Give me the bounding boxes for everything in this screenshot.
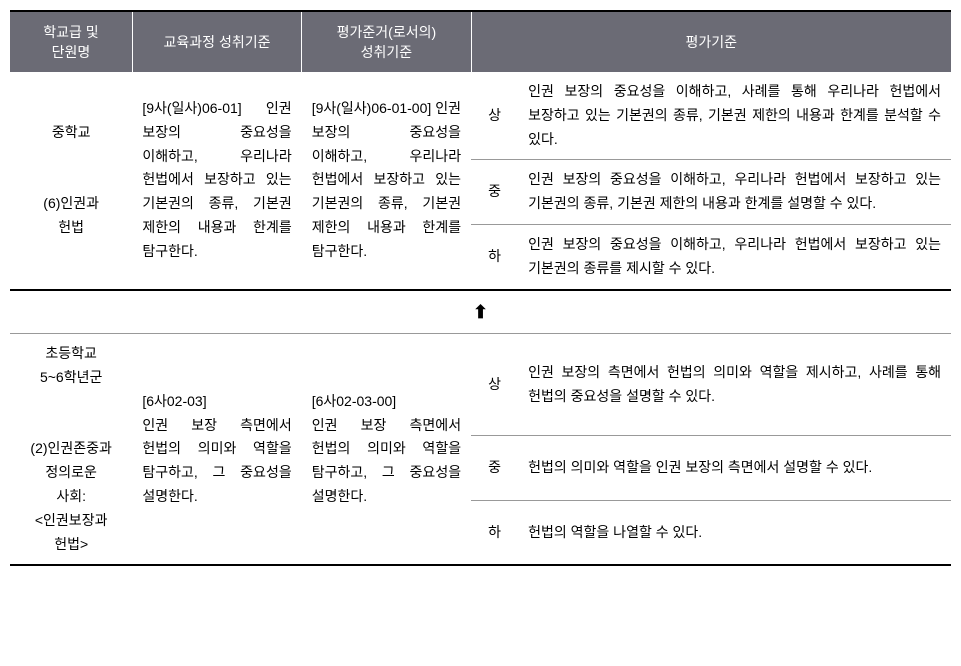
section2-level-high: 상	[471, 334, 518, 436]
section2-row-high: 초등학교5~6학년군(2)인권존중과정의로운사회:<인권보장과헌법> [6사02…	[10, 334, 951, 436]
section1-row-high: 중학교(6)인권과헌법 [9사(일사)06-01] 인권 보장의 중요성을 이해…	[10, 72, 951, 160]
section1-curriculum: [9사(일사)06-01] 인권 보장의 중요성을 이해하고, 우리나라 헌법에…	[132, 72, 301, 290]
section1-criteria-mid: 인권 보장의 중요성을 이해하고, 우리나라 헌법에서 보장하고 있는 기본권의…	[518, 160, 951, 225]
arrow-icon: ⬆	[10, 290, 951, 334]
section1-criteria-high: 인권 보장의 중요성을 이해하고, 사례를 통해 우리나라 헌법에서 보장하고 …	[518, 72, 951, 160]
header-assessment: 평가준거(로서의)성취기준	[302, 11, 471, 72]
header-evaluation: 평가기준	[471, 11, 951, 72]
section2-criteria-low: 헌법의 역할을 나열할 수 있다.	[518, 500, 951, 565]
section2-school: 초등학교5~6학년군(2)인권존중과정의로운사회:<인권보장과헌법>	[10, 334, 132, 566]
section1-level-low: 하	[471, 224, 518, 289]
section2-curriculum: [6사02-03]인권 보장 측면에서 헌법의 의미와 역할을 탐구하고, 그 …	[132, 334, 301, 566]
header-curriculum: 교육과정 성취기준	[132, 11, 301, 72]
section2-criteria-mid: 헌법의 의미와 역할을 인권 보장의 측면에서 설명할 수 있다.	[518, 436, 951, 500]
header-school: 학교급 및단원명	[10, 11, 132, 72]
section1-level-high: 상	[471, 72, 518, 160]
section2-level-mid: 중	[471, 436, 518, 500]
standards-table: 학교급 및단원명 교육과정 성취기준 평가준거(로서의)성취기준 평가기준 중학…	[10, 10, 951, 566]
section1-level-mid: 중	[471, 160, 518, 225]
section2-assessment: [6사02-03-00]인권 보장 측면에서 헌법의 의미와 역할을 탐구하고,…	[302, 334, 471, 566]
header-row: 학교급 및단원명 교육과정 성취기준 평가준거(로서의)성취기준 평가기준	[10, 11, 951, 72]
section1-criteria-low: 인권 보장의 중요성을 이해하고, 우리나라 헌법에서 보장하고 있는 기본권의…	[518, 224, 951, 289]
arrow-row: ⬆	[10, 290, 951, 334]
section1-school: 중학교(6)인권과헌법	[10, 72, 132, 290]
section1-assessment: [9사(일사)06-01-00] 인권 보장의 중요성을 이해하고, 우리나라 …	[302, 72, 471, 290]
section2-level-low: 하	[471, 500, 518, 565]
section2-criteria-high: 인권 보장의 측면에서 헌법의 의미와 역할을 제시하고, 사례를 통해 헌법의…	[518, 334, 951, 436]
